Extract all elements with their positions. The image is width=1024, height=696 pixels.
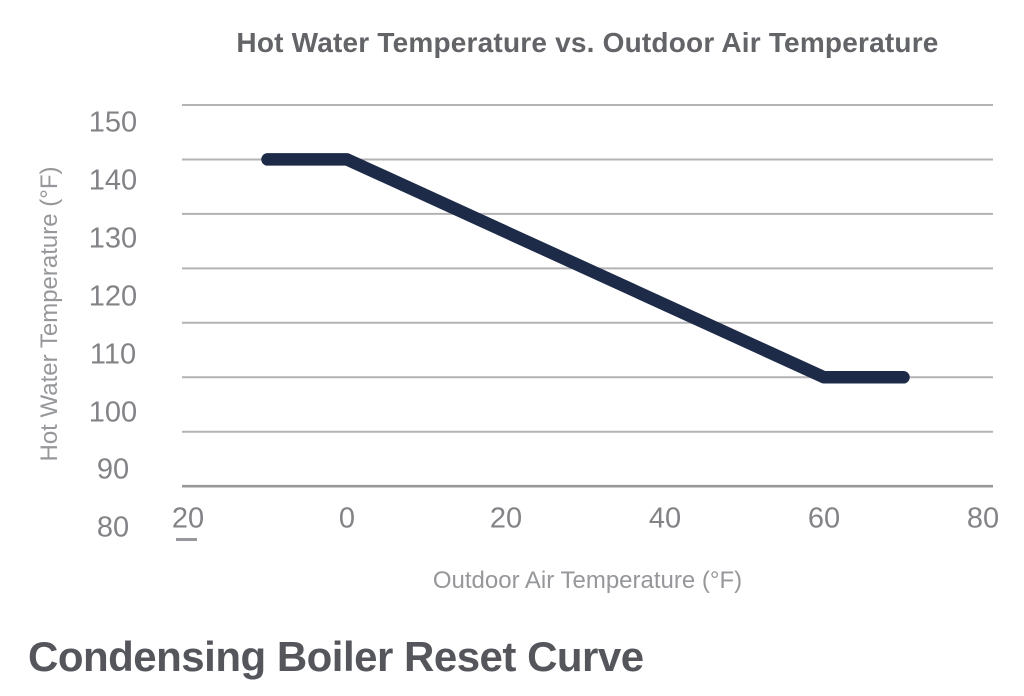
x-tick-label: 20 bbox=[489, 502, 523, 535]
x-tick-label: 60 bbox=[807, 502, 841, 535]
y-tick-label: 140 bbox=[88, 164, 138, 197]
y-tick-label: 80 bbox=[96, 511, 130, 544]
x-axis-title: Outdoor Air Temperature (°F) bbox=[432, 567, 743, 594]
x-tick-label: 80 bbox=[966, 502, 1000, 535]
page-caption: Condensing Boiler Reset Curve bbox=[28, 633, 644, 680]
minus-dash-artifact bbox=[176, 538, 197, 541]
y-tick-label: 130 bbox=[88, 222, 138, 255]
y-tick-label: 150 bbox=[88, 106, 138, 139]
chart-title: Hot Water Temperature vs. Outdoor Air Te… bbox=[236, 27, 939, 58]
reset-curve-line bbox=[261, 153, 910, 384]
x-tick-label: 20 bbox=[171, 502, 205, 535]
y-tick-label: 120 bbox=[88, 280, 138, 313]
y-tick-label: 100 bbox=[88, 396, 138, 428]
y-tick-label: 110 bbox=[89, 338, 137, 371]
y-tick-label: 90 bbox=[96, 453, 130, 486]
x-tick-label: 0 bbox=[338, 502, 356, 535]
x-tick-label: 40 bbox=[648, 502, 682, 535]
